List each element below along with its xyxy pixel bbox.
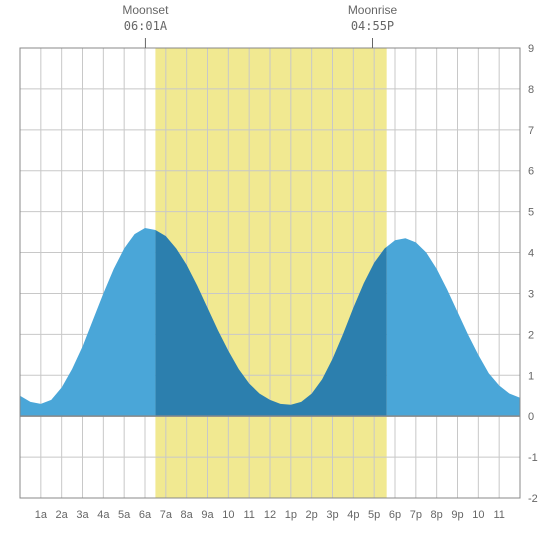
y-tick-label: 4	[528, 248, 534, 260]
x-tick-label: 9a	[201, 509, 214, 521]
x-tick-label: 9p	[451, 509, 463, 521]
y-tick-label: 6	[528, 166, 534, 178]
x-tick-label: 5a	[118, 509, 131, 521]
y-tick-label: 0	[528, 411, 534, 423]
y-tick-label: 7	[528, 125, 534, 137]
annotation-label: Moonrise	[348, 3, 398, 17]
x-tick-label: 7a	[160, 509, 173, 521]
y-tick-label: 1	[528, 370, 534, 382]
annotation-time: 06:01A	[124, 19, 168, 33]
x-tick-label: 11	[493, 509, 504, 521]
y-tick-label: 8	[528, 84, 534, 96]
x-tick-label: 6p	[389, 509, 401, 521]
x-tick-label: 3p	[326, 509, 338, 521]
x-tick-label: 4a	[97, 509, 110, 521]
x-tick-label: 6a	[139, 509, 152, 521]
x-tick-label: 12	[264, 509, 276, 521]
y-tick-label: 9	[528, 43, 534, 55]
x-tick-label: 7p	[410, 509, 422, 521]
y-tick-label: 2	[528, 329, 534, 341]
x-tick-label: 2p	[306, 509, 318, 521]
x-tick-label: 10	[222, 509, 234, 521]
x-tick-label: 3a	[76, 509, 89, 521]
annotation-label: Moonset	[122, 3, 169, 17]
x-tick-label: 2a	[56, 509, 69, 521]
y-tick-label: 5	[528, 207, 534, 219]
x-tick-label: 8a	[181, 509, 194, 521]
y-tick-label: 3	[528, 288, 534, 300]
y-tick-label: -1	[528, 452, 538, 464]
x-tick-label: 1p	[285, 509, 297, 521]
y-tick-label: -2	[528, 493, 538, 505]
x-tick-label: 4p	[347, 509, 359, 521]
x-tick-label: 8p	[431, 509, 443, 521]
x-tick-label: 1a	[35, 509, 48, 521]
x-tick-label: 10	[472, 509, 484, 521]
tide-chart: 1a2a3a4a5a6a7a8a9a1011121p2p3p4p5p6p7p8p…	[0, 0, 550, 550]
x-tick-label: 11	[243, 509, 254, 521]
annotation-time: 04:55P	[351, 19, 394, 33]
chart-svg: 1a2a3a4a5a6a7a8a9a1011121p2p3p4p5p6p7p8p…	[0, 0, 550, 550]
x-tick-label: 5p	[368, 509, 380, 521]
